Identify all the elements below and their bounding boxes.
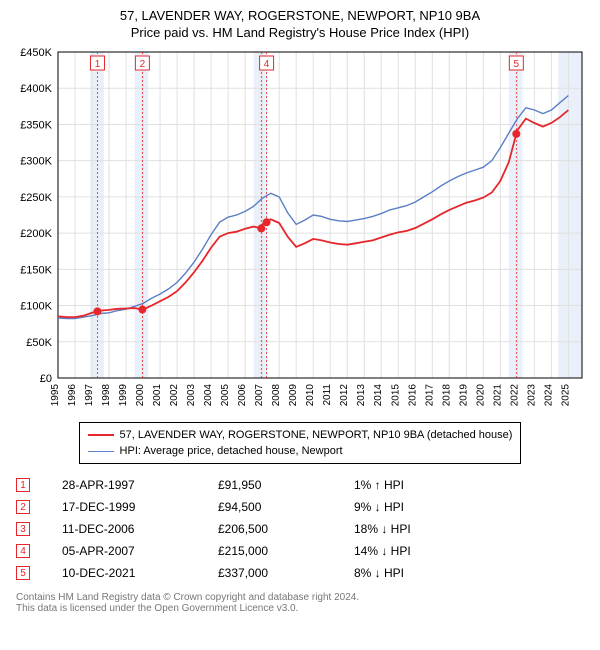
svg-text:1998: 1998 — [101, 384, 112, 407]
svg-text:£400K: £400K — [20, 83, 52, 95]
transaction-row: 4 05-APR-2007 £215,000 14% ↓ HPI — [8, 540, 592, 562]
svg-text:£450K: £450K — [20, 47, 52, 59]
svg-text:2023: 2023 — [526, 384, 537, 407]
svg-text:1999: 1999 — [118, 384, 129, 407]
title-subtitle: Price paid vs. HM Land Registry's House … — [8, 25, 592, 40]
transaction-date: 17-DEC-1999 — [62, 500, 202, 514]
svg-text:2018: 2018 — [441, 384, 452, 407]
footer-line-1: Contains HM Land Registry data © Crown c… — [16, 592, 584, 603]
svg-text:2007: 2007 — [254, 384, 265, 407]
svg-text:2015: 2015 — [390, 384, 401, 407]
svg-text:2000: 2000 — [135, 384, 146, 407]
svg-text:2004: 2004 — [203, 384, 214, 407]
title-address: 57, LAVENDER WAY, ROGERSTONE, NEWPORT, N… — [8, 8, 592, 23]
svg-text:2012: 2012 — [339, 384, 350, 407]
transaction-delta: 8% ↓ HPI — [354, 566, 474, 580]
svg-text:2001: 2001 — [152, 384, 163, 407]
legend-swatch — [88, 434, 114, 436]
footer-line-2: This data is licensed under the Open Gov… — [16, 603, 584, 614]
transaction-delta: 1% ↑ HPI — [354, 478, 474, 492]
transaction-marker: 4 — [16, 544, 30, 558]
svg-text:2006: 2006 — [237, 384, 248, 407]
svg-text:2022: 2022 — [509, 384, 520, 407]
svg-text:£100K: £100K — [20, 301, 52, 313]
transaction-delta: 9% ↓ HPI — [354, 500, 474, 514]
svg-text:1996: 1996 — [67, 384, 78, 407]
svg-text:2008: 2008 — [271, 384, 282, 407]
transaction-marker: 5 — [16, 566, 30, 580]
transaction-row: 5 10-DEC-2021 £337,000 8% ↓ HPI — [8, 562, 592, 584]
svg-text:2005: 2005 — [220, 384, 231, 407]
plot-area: £0 £50K £100K £150K £200K £250K £300K £350K £400… — [8, 42, 592, 412]
transaction-date: 05-APR-2007 — [62, 544, 202, 558]
transaction-date: 28-APR-1997 — [62, 478, 202, 492]
svg-text:£250K: £250K — [20, 192, 52, 204]
transaction-row: 1 28-APR-1997 £91,950 1% ↑ HPI — [8, 474, 592, 496]
svg-text:2013: 2013 — [356, 384, 367, 407]
svg-text:2002: 2002 — [169, 384, 180, 407]
svg-text:2016: 2016 — [407, 384, 418, 407]
svg-text:2014: 2014 — [373, 384, 384, 407]
transaction-date: 10-DEC-2021 — [62, 566, 202, 580]
svg-text:1997: 1997 — [84, 384, 95, 407]
transaction-price: £206,500 — [218, 522, 338, 536]
transaction-marker: 1 — [16, 478, 30, 492]
svg-text:2021: 2021 — [492, 384, 503, 407]
svg-text:£300K: £300K — [20, 156, 52, 168]
transaction-row: 3 11-DEC-2006 £206,500 18% ↓ HPI — [8, 518, 592, 540]
svg-text:2017: 2017 — [424, 384, 435, 407]
chart-container: 57, LAVENDER WAY, ROGERSTONE, NEWPORT, N… — [8, 8, 592, 614]
svg-text:4: 4 — [264, 59, 270, 70]
svg-text:1995: 1995 — [50, 384, 61, 407]
transaction-price: £94,500 — [218, 500, 338, 514]
svg-text:£50K: £50K — [26, 337, 52, 349]
transactions-table: 1 28-APR-1997 £91,950 1% ↑ HPI 2 17-DEC-1999 £… — [8, 474, 592, 584]
svg-text:1: 1 — [95, 59, 101, 70]
legend-item: HPI: Average price, detached house, Newp… — [88, 443, 513, 459]
title-block: 57, LAVENDER WAY, ROGERSTONE, NEWPORT, N… — [8, 8, 592, 40]
transaction-price: £215,000 — [218, 544, 338, 558]
svg-text:2025: 2025 — [560, 384, 571, 407]
legend-label: 57, LAVENDER WAY, ROGERSTONE, NEWPORT, N… — [120, 427, 513, 443]
legend-label: HPI: Average price, detached house, Newp… — [120, 443, 343, 459]
transaction-marker: 3 — [16, 522, 30, 536]
svg-text:2: 2 — [140, 59, 146, 70]
svg-text:2011: 2011 — [322, 384, 333, 406]
transaction-delta: 18% ↓ HPI — [354, 522, 474, 536]
svg-text:2024: 2024 — [543, 384, 554, 407]
legend: 57, LAVENDER WAY, ROGERSTONE, NEWPORT, N… — [79, 422, 522, 464]
svg-text:5: 5 — [514, 59, 520, 70]
transaction-price: £91,950 — [218, 478, 338, 492]
svg-text:2019: 2019 — [458, 384, 469, 407]
svg-text:2010: 2010 — [305, 384, 316, 407]
transaction-delta: 14% ↓ HPI — [354, 544, 474, 558]
svg-text:2003: 2003 — [186, 384, 197, 407]
footer: Contains HM Land Registry data © Crown c… — [8, 592, 592, 614]
svg-text:£350K: £350K — [20, 119, 52, 131]
svg-text:£150K: £150K — [20, 264, 52, 276]
legend-item: 57, LAVENDER WAY, ROGERSTONE, NEWPORT, N… — [88, 427, 513, 443]
legend-swatch — [88, 451, 114, 452]
transaction-price: £337,000 — [218, 566, 338, 580]
svg-text:£0: £0 — [40, 373, 52, 385]
svg-text:2020: 2020 — [475, 384, 486, 407]
transaction-row: 2 17-DEC-1999 £94,500 9% ↓ HPI — [8, 496, 592, 518]
transaction-marker: 2 — [16, 500, 30, 514]
chart-svg: £0 £50K £100K £150K £200K £250K £300K £350K £400… — [8, 42, 592, 412]
svg-text:£200K: £200K — [20, 228, 52, 240]
svg-text:2009: 2009 — [288, 384, 299, 407]
transaction-date: 11-DEC-2006 — [62, 522, 202, 536]
